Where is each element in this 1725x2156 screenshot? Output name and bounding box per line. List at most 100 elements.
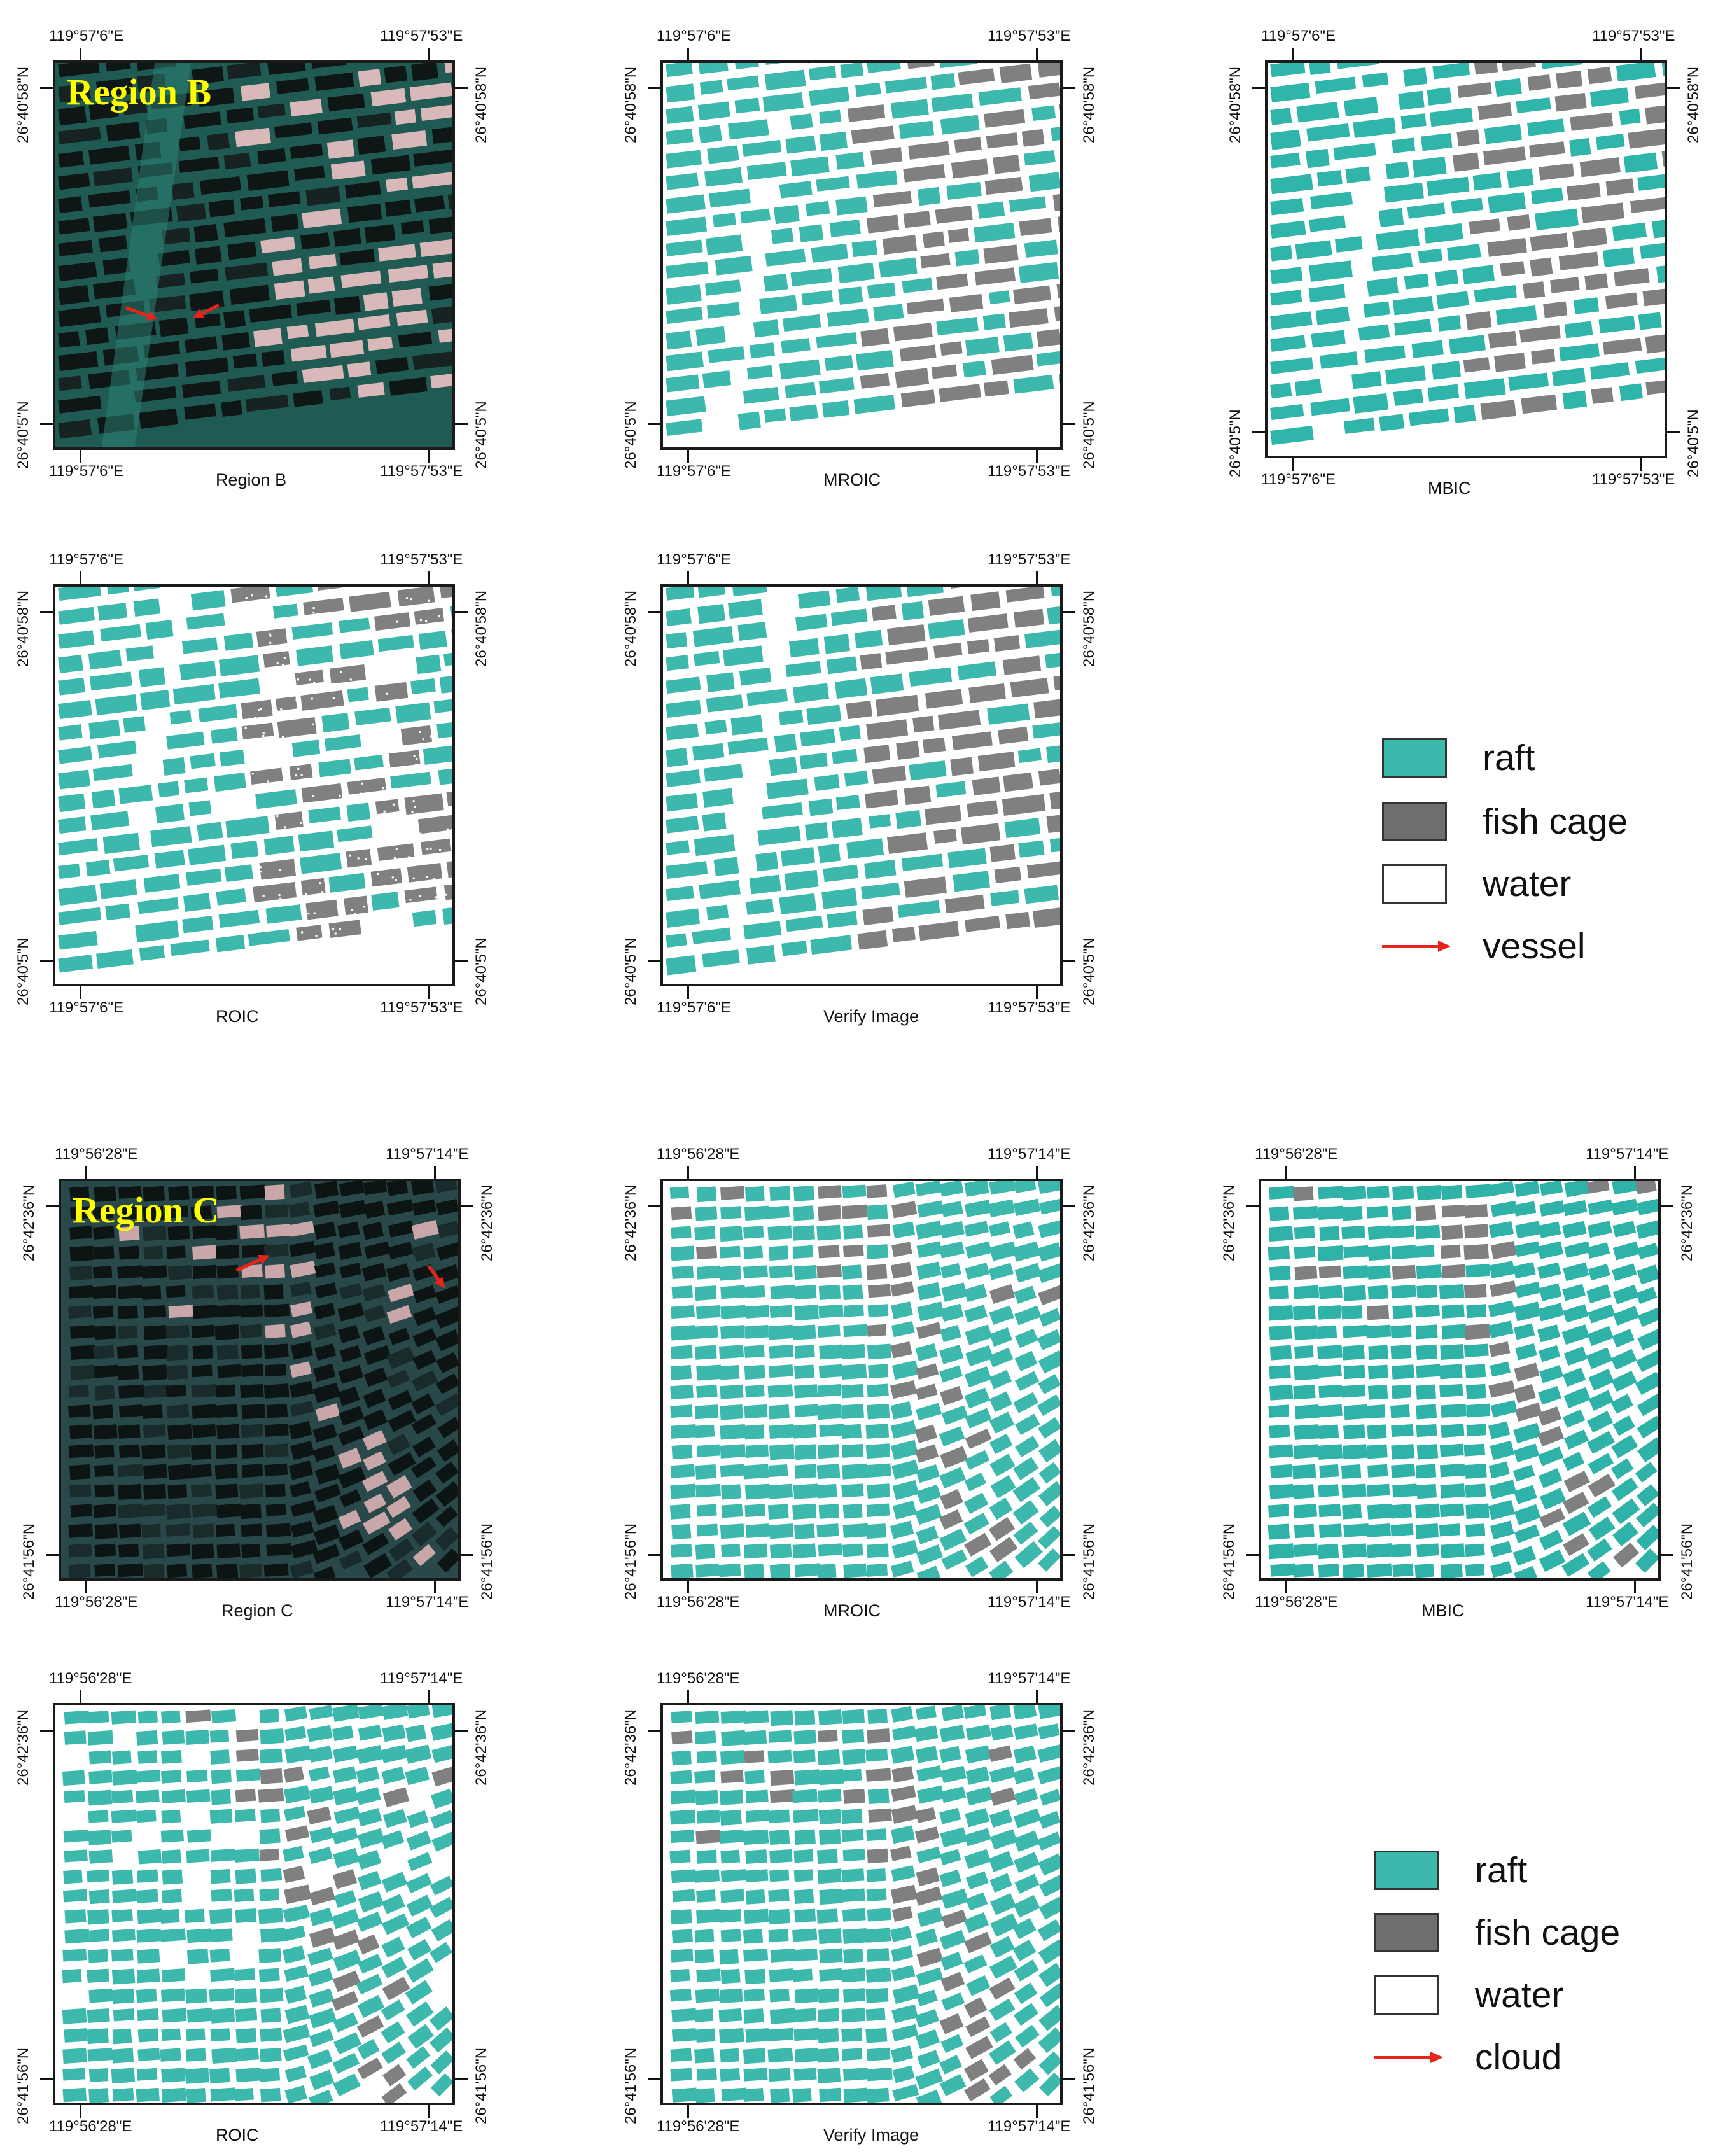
graticule-tick (1036, 48, 1038, 60)
longitude-label-bottom-left: 119°57'6"E (1261, 471, 1336, 488)
graticule-tick (461, 1205, 473, 1207)
longitude-label-top-right: 119°57'14"E (1586, 1145, 1669, 1163)
longitude-label-top-right: 119°57'14"E (386, 1145, 469, 1163)
graticule-tick (1661, 1205, 1673, 1207)
latitude-label-right-top: 26°40'58"N (1080, 66, 1098, 143)
latitude-label-left-bottom: 26°40'5"N (622, 937, 639, 1005)
graticule-tick (1063, 611, 1075, 613)
roic-map-canvas (55, 1705, 452, 2103)
latitude-label-left-top: 26°40'58"N (1227, 66, 1244, 143)
graticule-tick (80, 2105, 81, 2118)
graticule-tick (648, 87, 660, 89)
graticule-tick (1063, 1554, 1075, 1556)
latitude-label-left-bottom: 26°40'5"N (15, 401, 32, 469)
verify-caption: Verify Image (823, 2125, 919, 2145)
longitude-label-bottom-right: 119°57'53"E (988, 999, 1071, 1016)
graticule-tick (1640, 458, 1642, 471)
graticule-tick (46, 1554, 59, 1556)
map-features (1268, 1181, 1658, 1578)
graticule-tick (648, 960, 660, 962)
longitude-label-top-left: 119°57'6"E (1261, 27, 1336, 45)
mroic-caption: MROIC (823, 470, 881, 489)
graticule-tick (687, 571, 689, 584)
mbic-caption: MBIC (1428, 479, 1471, 498)
legend-label: vessel (1483, 926, 1586, 967)
latitude-label-left-bottom: 26°41'56"N (622, 1523, 639, 1600)
water-swatch (1382, 864, 1447, 904)
latitude-label-right-top: 26°42'36"N (1679, 1184, 1696, 1261)
roic-map-canvas (55, 587, 452, 984)
longitude-label-top-left: 119°57'6"E (49, 551, 124, 568)
mroic-map-canvas (663, 63, 1060, 447)
graticule-tick (428, 48, 430, 60)
latitude-label-right-bottom: 26°40'5"N (1685, 409, 1702, 477)
longitude-label-top-right: 119°57'53"E (1592, 27, 1675, 45)
longitude-label-top-left: 119°56'28"E (49, 1670, 132, 1687)
longitude-label-top-right: 119°57'53"E (380, 27, 463, 45)
legend-region-b: raft fish cage water vessel (1382, 738, 1687, 967)
graticule-tick (85, 1581, 87, 1593)
map-features (58, 587, 452, 973)
longitude-label-top-left: 119°57'6"E (657, 27, 732, 45)
latitude-label-left-bottom: 26°40'5"N (15, 937, 32, 1005)
mbic-map (1265, 60, 1667, 458)
mbic-caption: MBIC (1421, 1601, 1465, 1620)
latitude-label-left-bottom: 26°41'56"N (622, 2047, 639, 2124)
longitude-label-top-left: 119°56'28"E (1255, 1145, 1338, 1163)
graticule-tick (1036, 571, 1038, 584)
graticule-tick (687, 1166, 689, 1179)
longitude-label-bottom-right: 119°57'53"E (1592, 471, 1675, 488)
verify-map-canvas (663, 587, 1060, 984)
graticule-tick (428, 450, 430, 463)
image-caption: Region C (221, 1601, 293, 1620)
latitude-label-right-bottom: 26°40'5"N (473, 937, 490, 1005)
graticule-tick (428, 986, 430, 999)
latitude-label-right-bottom: 26°41'56"N (1080, 1523, 1098, 1600)
latitude-label-left-bottom: 26°41'56"N (15, 2047, 32, 2124)
graticule-tick (687, 450, 689, 463)
graticule-tick (1063, 1730, 1075, 1732)
image-map: Region C (59, 1179, 461, 1581)
red-arrow-icon (125, 304, 220, 321)
longitude-label-bottom-left: 119°56'28"E (657, 2118, 740, 2135)
latitude-label-right-bottom: 26°41'56"N (1080, 2047, 1098, 2124)
longitude-label-top-right: 119°57'14"E (988, 1145, 1071, 1163)
graticule-tick (434, 1166, 436, 1179)
longitude-label-bottom-left: 119°57'6"E (49, 999, 124, 1016)
graticule-tick (687, 2105, 689, 2118)
graticule-tick (1285, 1581, 1287, 1593)
legend-label: water (1475, 1975, 1564, 2015)
latitude-label-right-top: 26°40'58"N (1685, 66, 1702, 143)
latitude-label-right-top: 26°40'58"N (1080, 590, 1098, 667)
mroic-map (660, 1179, 1063, 1581)
latitude-label-right-bottom: 26°41'56"N (478, 1523, 496, 1600)
map-features (1270, 63, 1665, 445)
graticule-tick (40, 611, 53, 613)
graticule-tick (1252, 87, 1265, 89)
raft-swatch (1374, 1851, 1439, 1890)
mroic-map-canvas (663, 1181, 1060, 1578)
longitude-label-bottom-right: 119°57'14"E (988, 2118, 1071, 2135)
graticule-tick (1036, 450, 1038, 463)
graticule-tick (80, 450, 81, 463)
fish-cage-swatch (1374, 1913, 1439, 1952)
graticule-tick (46, 1205, 59, 1207)
legend-label: water (1483, 864, 1572, 904)
map-features (62, 1705, 452, 2103)
latitude-label-left-bottom: 26°40'5"N (622, 401, 639, 469)
longitude-label-bottom-right: 119°57'53"E (380, 999, 463, 1016)
latitude-label-right-bottom: 26°40'5"N (1080, 401, 1098, 469)
longitude-label-bottom-left: 119°56'28"E (49, 2118, 132, 2135)
graticule-tick (687, 1690, 689, 1703)
graticule-tick (40, 960, 53, 962)
graticule-tick (1667, 87, 1680, 89)
graticule-tick (85, 1166, 87, 1179)
longitude-label-bottom-right: 119°57'14"E (380, 2118, 463, 2135)
latitude-label-right-top: 26°42'36"N (478, 1184, 496, 1261)
map-features (666, 63, 1060, 437)
longitude-label-top-left: 119°56'28"E (657, 1670, 740, 1687)
graticule-tick (40, 87, 53, 89)
legend-label: raft (1475, 1850, 1528, 1891)
longitude-label-top-left: 119°57'6"E (49, 27, 124, 45)
graticule-tick (80, 1690, 81, 1703)
